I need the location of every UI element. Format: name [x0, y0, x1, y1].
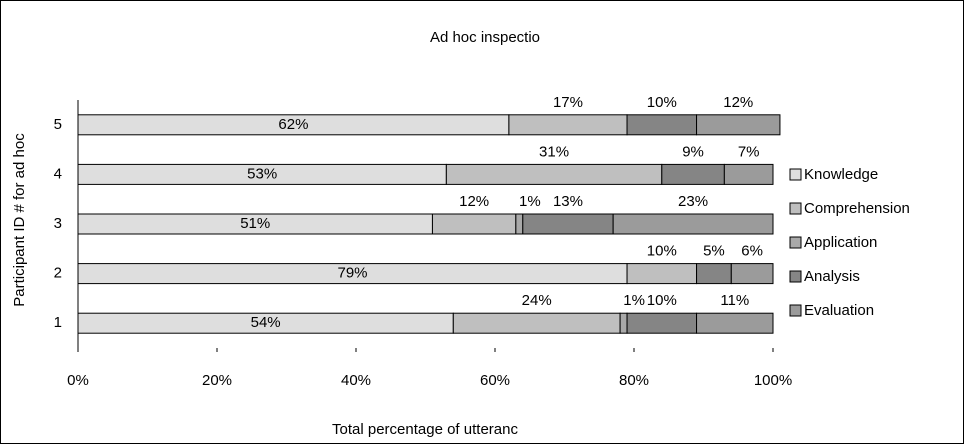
bar-segment — [730, 263, 774, 285]
data-label: 13% — [553, 193, 583, 210]
data-label: 24% — [522, 292, 552, 309]
legend-swatch — [789, 168, 802, 181]
legend-label: Knowledge — [804, 166, 878, 183]
x-tick-label: 60% — [480, 372, 510, 389]
chart-title: Ad hoc inspectio — [430, 29, 540, 46]
x-tick-label: 40% — [341, 372, 371, 389]
bar-segment — [445, 163, 663, 185]
data-label: 51% — [240, 215, 270, 232]
bar-segment — [431, 213, 517, 235]
bar-segment — [508, 114, 628, 136]
data-label: 62% — [278, 116, 308, 133]
y-axis-title: Participant ID # for ad hoc — [11, 133, 28, 307]
data-label: 53% — [247, 165, 277, 182]
bar-segment — [723, 163, 774, 185]
y-tick-label: 5 — [54, 116, 62, 133]
data-label: 1% — [519, 193, 541, 210]
legend-label: Evaluation — [804, 302, 874, 319]
x-tick-label: 20% — [202, 372, 232, 389]
x-tick-label: 100% — [754, 372, 792, 389]
bar-segment — [612, 213, 774, 235]
x-tick-label: 80% — [619, 372, 649, 389]
bar-segment — [515, 213, 524, 235]
legend-swatch — [789, 304, 802, 317]
legend-swatch — [789, 270, 802, 283]
x-axis-title: Total percentage of utteranc — [332, 421, 518, 438]
data-label: 12% — [459, 193, 489, 210]
data-label: 7% — [738, 143, 760, 160]
data-label: 10% — [647, 94, 677, 111]
legend-label: Application — [804, 234, 877, 251]
bar-segment — [696, 263, 732, 285]
data-label: 31% — [539, 143, 569, 160]
data-label: 10% — [647, 292, 677, 309]
bar-segment — [626, 263, 698, 285]
bar-segment — [452, 312, 621, 334]
bar-segment — [619, 312, 628, 334]
y-tick-label: 4 — [54, 165, 62, 182]
data-label: 12% — [723, 94, 753, 111]
bar-segment — [661, 163, 725, 185]
legend-label: Comprehension — [804, 200, 910, 217]
data-label: 54% — [251, 314, 281, 331]
data-label: 10% — [647, 243, 677, 260]
data-label: 6% — [741, 243, 763, 260]
legend-swatch — [789, 202, 802, 215]
data-label: 5% — [703, 243, 725, 260]
bar-segment — [696, 312, 774, 334]
data-label: 23% — [678, 193, 708, 210]
bar-segment — [626, 114, 698, 136]
bar-segment — [626, 312, 698, 334]
data-label: 11% — [720, 292, 749, 309]
data-label: 17% — [553, 94, 583, 111]
legend-swatch — [789, 236, 802, 249]
legend-label: Analysis — [804, 268, 860, 285]
bar-segment — [696, 114, 781, 136]
y-tick-label: 1 — [54, 314, 62, 331]
y-tick-label: 2 — [54, 265, 62, 282]
data-label: 9% — [682, 143, 704, 160]
y-tick-label: 3 — [54, 215, 62, 232]
data-label: 79% — [338, 265, 368, 282]
x-tick-label: 0% — [67, 372, 89, 389]
bar-segment — [522, 213, 614, 235]
data-label: 1% — [623, 292, 645, 309]
